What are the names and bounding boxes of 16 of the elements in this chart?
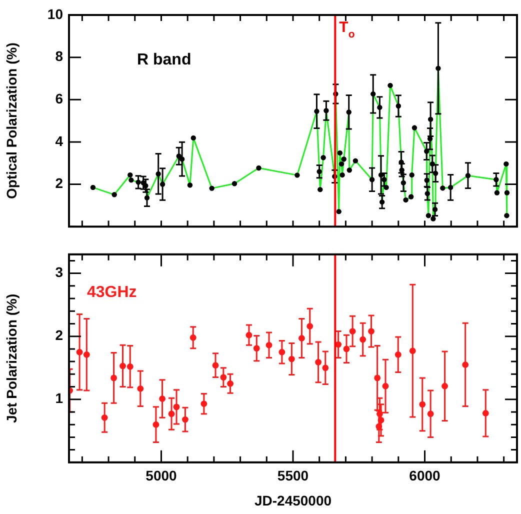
y-tick-label: 6 [55,90,64,106]
y-tick-label: 4 [55,132,64,149]
x-tick-label: 6000 [409,468,441,484]
y-axis-title: Optical Polarization (%) [3,42,20,199]
y-tick-label: 8 [55,48,64,64]
y-tick-label: 3 [55,264,64,280]
x-tick-label: 5000 [146,468,178,484]
y-tick-label: 1 [55,390,64,406]
y-tick-label: 10 [47,6,64,22]
y-tick-label: 2 [55,327,64,344]
y-tick-label: 2 [55,175,64,192]
x-tick-label: 5500 [277,468,309,484]
y-axis-title: Jet Polarization (%) [3,294,20,423]
x-axis-title: JD-2450000 [254,492,332,508]
annotation: 43GHz [87,284,137,301]
annotation: R band [137,51,192,68]
